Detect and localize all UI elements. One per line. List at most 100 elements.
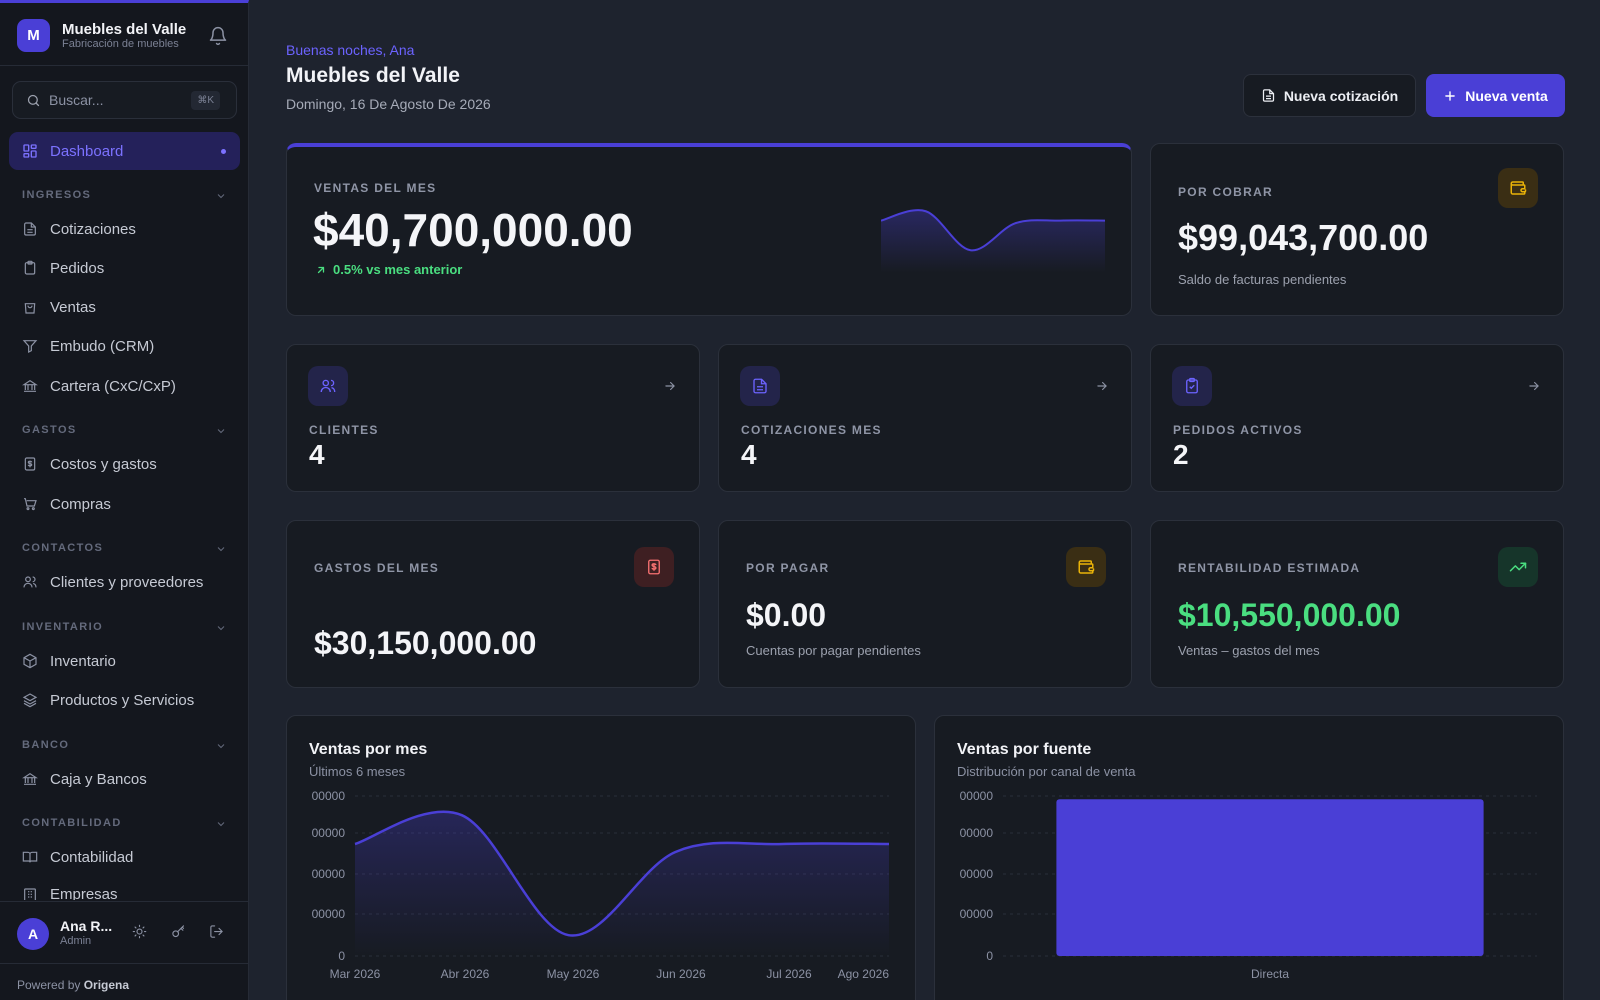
user-role: Admin — [60, 935, 92, 947]
wallet-icon-box — [1498, 168, 1538, 208]
arrow-right-icon[interactable] — [1095, 379, 1109, 393]
section-gastos[interactable]: GASTOS — [22, 424, 227, 438]
y-tick-label: 00000 — [312, 907, 346, 921]
sidebar-item-costos[interactable]: Costos y gastos — [22, 452, 227, 476]
kpi-por-cobrar[interactable]: POR COBRAR $99,043,700.00 Saldo de factu… — [1150, 143, 1564, 316]
search-box[interactable]: ⌘K — [12, 81, 237, 119]
document-icon — [1262, 89, 1274, 102]
x-tick-label: Jul 2026 — [766, 967, 812, 981]
clipboard-icon-box — [1172, 366, 1212, 406]
kpi-trend-text: 0.5% vs mes anterior — [333, 262, 463, 277]
bar[interactable] — [1056, 799, 1484, 956]
section-contactos[interactable]: CONTACTOS — [22, 542, 227, 556]
kpi-trend: 0.5% vs mes anterior — [315, 262, 462, 277]
kpi-subtitle: Cuentas por pagar pendientes — [746, 643, 921, 658]
new-quote-button[interactable]: Nueva cotización — [1243, 74, 1416, 117]
y-tick-label: 00000 — [312, 867, 346, 881]
section-label-text: GASTOS — [22, 424, 77, 436]
sidebar-item-label: Ventas — [50, 298, 96, 316]
bank-icon — [22, 772, 38, 785]
y-tick-label: 00000 — [960, 867, 994, 881]
arrow-right-icon[interactable] — [663, 379, 677, 393]
x-tick-label: Directa — [1251, 967, 1289, 981]
receipt-icon — [24, 457, 36, 471]
document-icon — [24, 222, 36, 236]
sidebar-item-label: Dashboard — [50, 142, 124, 160]
sidebar-item-contabilidad[interactable]: Contabilidad — [22, 845, 227, 869]
kpi-ventas-mes[interactable]: VENTAS DEL MES $40,700,000.00 0.5% vs me… — [286, 143, 1132, 316]
sidebar-item-dashboard[interactable]: Dashboard — [9, 132, 240, 170]
key-icon[interactable] — [171, 924, 186, 939]
clipboard-icon — [24, 260, 36, 275]
chevron-down-icon — [217, 429, 225, 434]
kpi-rentabilidad[interactable]: RENTABILIDAD ESTIMADA $10,550,000.00 Ven… — [1150, 520, 1564, 688]
sidebar-item-ventas[interactable]: Ventas — [22, 295, 227, 319]
section-label-text: BANCO — [22, 739, 70, 751]
kpi-clientes[interactable]: CLIENTES 4 — [286, 344, 700, 492]
chart-subtitle: Últimos 6 meses — [309, 764, 406, 779]
logout-icon[interactable] — [209, 924, 224, 939]
kpi-subtitle: Saldo de facturas pendientes — [1178, 272, 1347, 287]
chevron-down-icon — [217, 547, 225, 552]
kpi-gastos-mes[interactable]: GASTOS DEL MES $30,150,000.00 — [286, 520, 700, 688]
x-tick-label: Ago 2026 — [838, 967, 890, 981]
layers-icon — [22, 693, 38, 708]
search-input[interactable] — [49, 90, 189, 110]
sidebar-item-label: Cartera (CxC/CxP) — [50, 377, 176, 395]
sidebar-item-caja[interactable]: Caja y Bancos — [22, 767, 227, 791]
sparkline-line — [881, 209, 1105, 252]
kpi-value: 4 — [741, 439, 757, 470]
sidebar-item-label: Caja y Bancos — [50, 770, 147, 788]
shopping-bag-icon — [24, 303, 36, 314]
divider — [0, 65, 248, 66]
powered-brand[interactable]: Origena — [83, 978, 130, 992]
powered-by-text: Powered by Origena — [17, 978, 129, 992]
kpi-label: POR COBRAR — [1178, 185, 1274, 199]
sidebar-item-embudo[interactable]: Embudo (CRM) — [22, 334, 227, 358]
section-inventario[interactable]: INVENTARIO — [22, 621, 227, 635]
sidebar-item-label: Embudo (CRM) — [50, 337, 155, 355]
brand-subtitle: Fabricación de muebles — [62, 38, 179, 50]
kpi-cotizaciones-mes[interactable]: COTIZACIONES MES 4 — [718, 344, 1132, 492]
section-ingresos[interactable]: INGRESOS — [22, 189, 227, 203]
x-tick-label: Jun 2026 — [656, 967, 706, 981]
sidebar-item-clientes[interactable]: Clientes y proveedores — [22, 570, 227, 594]
user-area: A Ana R... Admin — [0, 901, 248, 963]
brand[interactable]: M Muebles del Valle Fabricación de muebl… — [17, 19, 232, 53]
y-tick-label: 00000 — [960, 789, 994, 803]
kpi-por-pagar[interactable]: POR PAGAR $0.00 Cuentas por pagar pendie… — [718, 520, 1132, 688]
section-contabilidad[interactable]: CONTABILIDAD — [22, 817, 227, 831]
avatar[interactable]: A — [17, 918, 49, 950]
sun-icon[interactable] — [132, 924, 147, 939]
trending-up-icon — [1509, 562, 1527, 572]
sidebar-item-label: Compras — [50, 495, 111, 513]
x-tick-label: May 2026 — [547, 967, 600, 981]
receipt-icon-box — [634, 547, 674, 587]
sidebar-item-empresas[interactable]: Empresas — [22, 884, 227, 900]
sidebar-item-cotizaciones[interactable]: Cotizaciones — [22, 217, 227, 241]
section-label-text: INVENTARIO — [22, 621, 104, 633]
sidebar-item-cartera[interactable]: Cartera (CxC/CxP) — [22, 374, 227, 398]
sidebar-item-pedidos[interactable]: Pedidos — [22, 256, 227, 280]
kpi-value: $10,550,000.00 — [1178, 597, 1401, 633]
sidebar-item-label: Cotizaciones — [50, 220, 136, 238]
arrow-right-icon[interactable] — [1527, 379, 1541, 393]
plus-icon — [1445, 90, 1456, 101]
sidebar: M Muebles del Valle Fabricación de muebl… — [0, 0, 249, 1000]
y-tick-label: 00000 — [312, 826, 346, 840]
chevron-down-icon — [217, 194, 225, 199]
y-tick-label: 00000 — [312, 789, 346, 803]
kpi-label: PEDIDOS ACTIVOS — [1173, 423, 1303, 437]
section-banco[interactable]: BANCO — [22, 739, 227, 753]
sidebar-item-compras[interactable]: Compras — [22, 492, 227, 516]
dashboard-icon — [23, 144, 37, 158]
powered-prefix: Powered by — [17, 978, 81, 992]
sidebar-item-productos[interactable]: Productos y Servicios — [22, 688, 227, 712]
sidebar-item-inventario[interactable]: Inventario — [22, 649, 227, 673]
new-sale-button[interactable]: Nueva venta — [1426, 74, 1565, 117]
bell-icon[interactable] — [208, 26, 228, 46]
kpi-pedidos-activos[interactable]: PEDIDOS ACTIVOS 2 — [1150, 344, 1564, 492]
kpi-value: $40,700,000.00 — [313, 204, 633, 256]
sidebar-item-label: Empresas — [50, 886, 118, 900]
